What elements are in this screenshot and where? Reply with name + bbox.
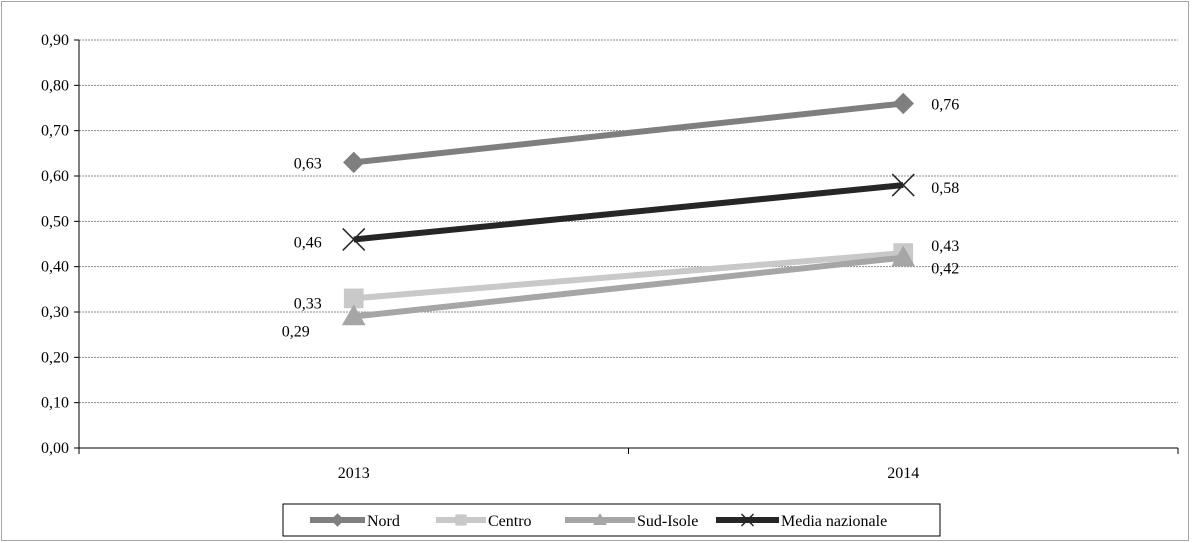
y-tick-label: 0,90 — [41, 32, 69, 49]
data-label: 0,33 — [294, 295, 322, 312]
y-tick-label: 0,40 — [41, 259, 69, 276]
y-tick-label: 0,30 — [41, 304, 69, 321]
y-tick-label: 0,80 — [41, 77, 69, 94]
y-tick-label: 0,00 — [41, 440, 69, 457]
legend-marker — [593, 512, 607, 525]
data-label: 0,76 — [931, 96, 959, 113]
data-label: 0,63 — [294, 155, 322, 172]
data-label: 0,46 — [294, 234, 322, 251]
y-tick-label: 0,10 — [41, 395, 69, 412]
legend-label: Nord — [367, 513, 400, 530]
data-point — [342, 227, 366, 251]
y-tick-label: 0,70 — [41, 123, 69, 140]
data-point — [891, 245, 916, 267]
series-line-nord — [353, 100, 904, 166]
y-tick-label: 0,50 — [41, 213, 69, 230]
legend-label: Media nazionale — [781, 513, 887, 530]
x-tick-label: 2014 — [887, 465, 919, 482]
y-tick-label: 0,20 — [41, 349, 69, 366]
y-tick-label: 0,60 — [41, 168, 69, 185]
data-label: 0,58 — [931, 180, 959, 197]
marker-stroke — [891, 173, 915, 197]
legend-label: Sud-Isole — [637, 513, 698, 530]
legend-marker — [740, 513, 755, 527]
data-label: 0,29 — [282, 324, 310, 341]
legend-label: Centro — [488, 513, 532, 530]
data-point — [891, 173, 915, 197]
marker-stroke — [342, 227, 366, 251]
legend-marker — [455, 514, 467, 526]
x-tick-label: 2013 — [338, 465, 370, 482]
legend-marker — [330, 513, 345, 527]
series-line-centro — [353, 250, 904, 302]
data-point — [341, 304, 366, 326]
series-line-media-nazionale — [353, 182, 904, 243]
data-point — [343, 151, 365, 174]
series-line-sud-isole — [353, 254, 904, 320]
data-point — [892, 92, 914, 115]
marker-stroke — [740, 513, 755, 527]
data-label: 0,43 — [931, 238, 959, 255]
data-label: 0,42 — [931, 261, 959, 278]
